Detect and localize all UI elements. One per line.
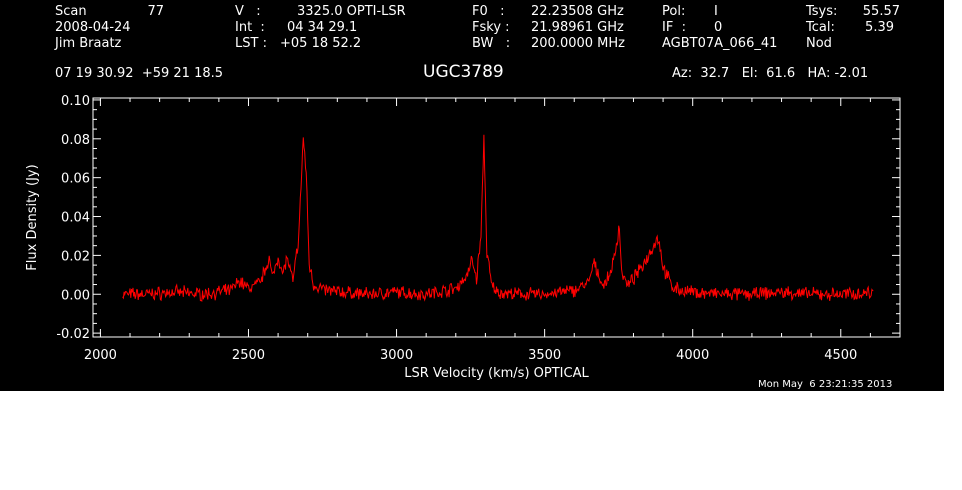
x-tick-label: 3000 [380,348,413,363]
y-tick-label: 0.10 [61,94,90,109]
spectrum-chart: 2000 2500 3000 3500 4000 4500 -0.02 0.00 0.02 0.… [25,94,901,381]
pol-value: I [714,4,718,19]
f0-key: F0 : [472,4,505,19]
lst-key: LST : [235,36,267,51]
x-tick-label: 4000 [676,348,709,363]
scan-number: 77 [147,4,164,19]
obs-date: 2008-04-24 [55,20,131,35]
pol-key: Pol: [662,4,686,19]
x-tick-label: 4500 [824,348,857,363]
source-name: UGC3789 [423,62,504,82]
tcal-value: 5.39 [865,20,894,35]
f0-value: 22.23508 GHz [531,4,624,19]
plot-timestamp: Mon May 6 23:21:35 2013 [758,379,893,390]
pointing-info: Az: 32.7 El: 61.6 HA: -2.01 [672,66,869,81]
x-tick-label: 2500 [232,348,265,363]
observer: Jim Braatz [55,36,122,51]
x-tick-label: 3500 [528,348,561,363]
if-key: IF : [662,20,686,35]
nod-label: Nod [806,36,832,51]
y-tick-label: 0.04 [61,211,90,226]
x-axis-label: LSR Velocity (km/s) OPTICAL [404,366,589,381]
tsys-key: Tsys: [806,4,838,19]
velocity-value: 3325.0 OPTI-LSR [297,4,406,19]
spectrum-panel: Scan 77 2008-04-24 Jim Braatz V : Int : … [0,0,944,391]
tsys-value: 55.57 [862,4,900,19]
plot-frame [92,97,901,338]
fsky-value: 21.98961 GHz [531,20,624,35]
fsky-key: Fsky : [472,20,510,35]
y-axis-label: Flux Density (Jy) [25,164,40,270]
y-tick-label: 0.08 [61,133,90,148]
bw-key: BW : [472,36,511,51]
bw-value: 200.0000 MHz [531,36,625,51]
source-coords: 07 19 30.92 +59 21 18.5 [55,66,224,81]
project-id: AGBT07A_066_41 [662,36,778,51]
int-key: Int : [235,20,265,35]
y-tick-label: 0.00 [61,288,90,303]
spectrum-line [122,134,874,303]
tcal-key: Tcal: [806,20,835,35]
scan-label: Scan [55,4,87,19]
y-tick-label: 0.02 [61,249,90,264]
lst-value: +05 18 52.2 [280,36,362,51]
y-tick-label: 0.06 [61,172,90,187]
y-tick-label: -0.02 [56,327,90,342]
velocity-key: V : [235,4,261,19]
int-value: 04 34 29.1 [287,20,358,35]
if-value: 0 [714,20,723,35]
x-tick-label: 2000 [84,348,117,363]
